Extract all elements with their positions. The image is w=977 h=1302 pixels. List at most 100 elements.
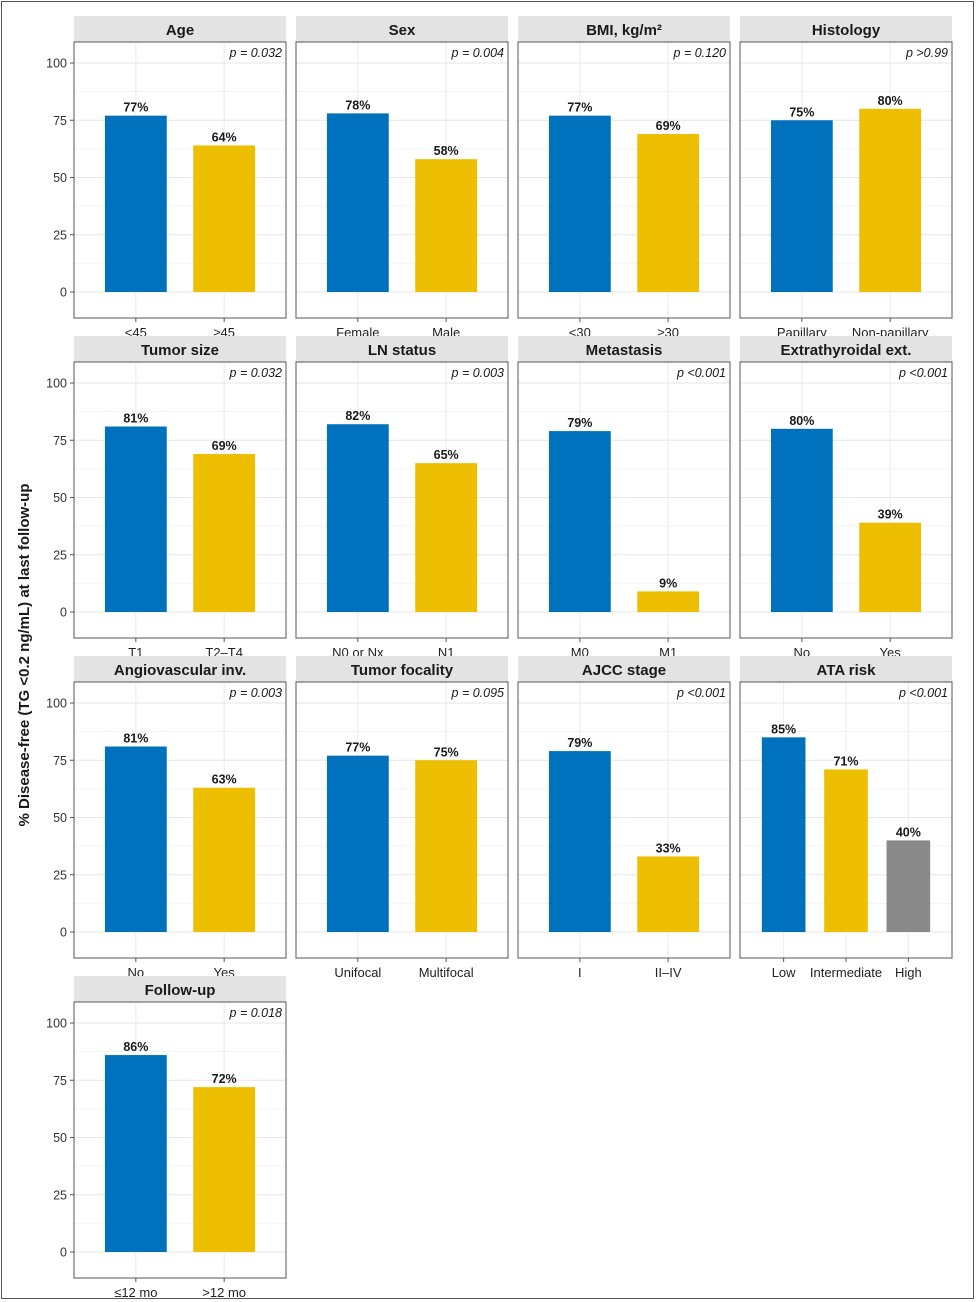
panel-title: Histology (812, 22, 881, 39)
data-label: 77% (567, 101, 592, 115)
panel-title: ATA risk (817, 662, 877, 679)
p-value: p <0.001 (676, 686, 726, 700)
bar-N1 (415, 463, 478, 612)
data-label: 58% (434, 144, 459, 158)
data-label: 64% (212, 130, 237, 144)
bar-≤12 mo (104, 1055, 167, 1252)
bar-Male (415, 159, 478, 292)
y-tick-label: 50 (53, 1131, 67, 1145)
panel-border (517, 41, 731, 319)
data-label: 40% (896, 825, 921, 839)
data-label: 79% (567, 736, 592, 750)
panel-title: BMI, kg/m² (586, 22, 662, 39)
panel-title: AJCC stage (582, 662, 666, 679)
p-value: p = 0.032 (229, 46, 283, 60)
bar-T2–T4 (193, 453, 256, 612)
bar-I (548, 751, 611, 932)
p-value: p = 0.004 (451, 46, 505, 60)
panel-title: LN status (368, 342, 436, 359)
data-label: 81% (123, 732, 148, 746)
y-tick-label: 75 (53, 114, 67, 128)
panel-9: Tumor focality 77% 75% p = 0.095 Unifocal Mul… (295, 656, 509, 980)
data-label: 80% (878, 94, 903, 108)
panel-border (73, 681, 287, 959)
panel-border (73, 1001, 287, 1279)
panel-title: Tumor focality (351, 662, 454, 679)
data-label: 85% (771, 722, 796, 736)
bar-Papillary (770, 120, 833, 292)
y-tick-label: 75 (53, 754, 67, 768)
panel-title: Tumor size (141, 342, 219, 359)
y-tick-label: 25 (53, 868, 67, 882)
panel-border (517, 681, 731, 959)
panel-strip (518, 336, 730, 362)
bar-≥30 (637, 133, 700, 292)
panel-12: Follow-up 86% 72% p = 0.018 ≤12 mo >12 mo 0 25 5… (46, 976, 287, 1300)
p-value: p = 0.120 (673, 46, 727, 60)
panel-strip (74, 976, 286, 1002)
p-value: p = 0.003 (451, 366, 505, 380)
data-label: 69% (656, 119, 681, 133)
bar-Low (761, 737, 806, 932)
panel-strip (74, 336, 286, 362)
y-tick-label: 0 (60, 286, 67, 300)
panel-strip (740, 656, 952, 682)
p-value: p = 0.018 (229, 1006, 283, 1020)
y-tick-label: 0 (60, 1246, 67, 1260)
bar-No (770, 428, 833, 612)
p-value: p <0.001 (898, 366, 948, 380)
bar-Multifocal (415, 760, 478, 932)
panel-border (739, 41, 953, 319)
panel-border (517, 361, 731, 639)
panel-strip (518, 656, 730, 682)
panel-border (73, 361, 287, 639)
y-tick-label: 75 (53, 434, 67, 448)
data-label: 82% (345, 409, 370, 423)
data-label: 75% (434, 745, 459, 759)
panel-strip (74, 16, 286, 42)
y-tick-label: 100 (46, 57, 67, 71)
bar-Yes (859, 522, 922, 612)
bar-High (886, 840, 931, 932)
bar-M0 (548, 431, 611, 612)
bar-No (104, 746, 167, 932)
y-tick-label: 100 (46, 377, 67, 391)
data-label: 65% (434, 448, 459, 462)
panel-border (739, 361, 953, 639)
y-tick-label: 50 (53, 811, 67, 825)
bar-≥45 (193, 145, 256, 292)
bar-Unifocal (326, 755, 389, 932)
x-tick-label: Unifocal (334, 965, 381, 980)
panel-title: Sex (389, 22, 416, 39)
x-tick-label: Intermediate (810, 965, 882, 980)
p-value: p >0.99 (905, 46, 948, 60)
panel-strip (74, 656, 286, 682)
p-value: p <0.001 (898, 686, 948, 700)
panel-strip (296, 16, 508, 42)
y-tick-label: 100 (46, 1017, 67, 1031)
panel-title: Age (166, 22, 194, 39)
panel-title: Metastasis (586, 342, 663, 359)
y-tick-label: 75 (53, 1074, 67, 1088)
x-tick-label: II–IV (655, 965, 682, 980)
data-label: 78% (345, 98, 370, 112)
y-tick-label: 25 (53, 1188, 67, 1202)
panel-border (295, 41, 509, 319)
panel-title: Angiovascular inv. (114, 662, 246, 679)
y-tick-label: 100 (46, 697, 67, 711)
x-tick-label: Low (772, 965, 796, 980)
data-label: 63% (212, 773, 237, 787)
panel-strip (740, 16, 952, 42)
data-label: 72% (212, 1072, 237, 1086)
panel-strip (518, 16, 730, 42)
panel-border (73, 41, 287, 319)
p-value: p = 0.095 (451, 686, 505, 700)
